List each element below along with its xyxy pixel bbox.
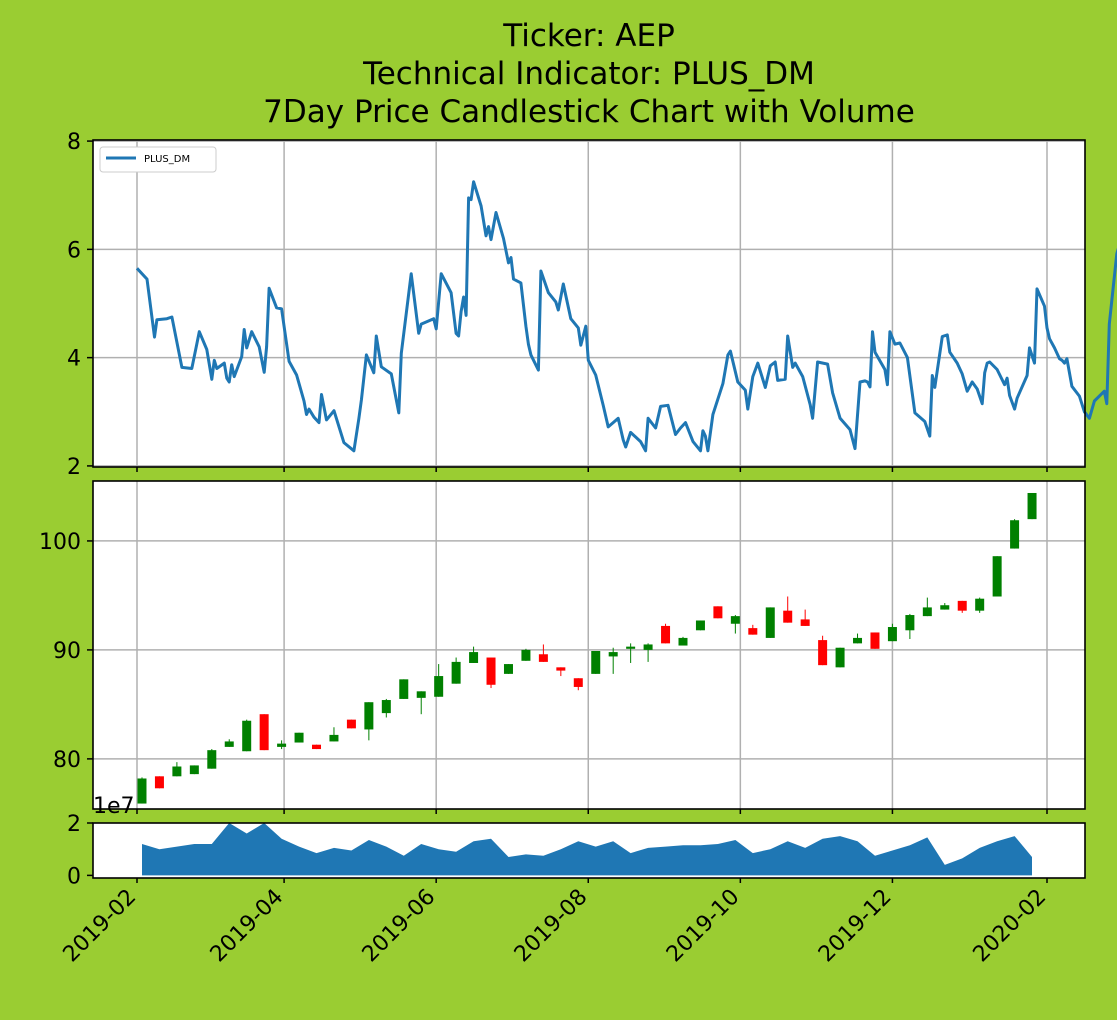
candle-body-27	[608, 652, 618, 657]
candle-body-7	[259, 714, 269, 751]
candle-body-32	[695, 620, 705, 631]
volume-area	[142, 823, 1032, 876]
price-ytick-label-1: 90	[53, 639, 81, 664]
candle-body-43	[887, 627, 897, 642]
candle-body-30	[661, 625, 671, 644]
candle-body-25	[573, 678, 583, 687]
candle-body-34	[730, 616, 740, 624]
candle-body-2	[172, 766, 182, 777]
candle-body-3	[189, 765, 199, 775]
candle-body-17	[434, 676, 444, 697]
candle-body-6	[242, 720, 252, 752]
candle-body-15	[399, 679, 409, 699]
candle-body-14	[381, 700, 391, 714]
candle-body-1	[154, 776, 164, 789]
candle-body-38	[800, 619, 810, 626]
candle-body-46	[940, 605, 950, 610]
candle-body-10	[312, 744, 322, 750]
candle-body-22	[521, 649, 531, 661]
volume-frame	[92, 822, 1086, 879]
candle-body-29	[643, 644, 653, 650]
candle-body-41	[853, 637, 863, 644]
candle-body-48	[975, 598, 985, 611]
candle-body-11	[329, 734, 339, 742]
indicator-ytick-label-1: 4	[67, 347, 81, 372]
volume-ytick-label-1: 2	[67, 812, 81, 837]
candle-body-37	[783, 610, 793, 623]
legend-label: PLUS_DM	[144, 154, 190, 165]
candle-body-44	[905, 615, 915, 631]
plus-dm-line	[135, 180, 1117, 453]
candle-body-35	[748, 628, 758, 635]
candle-body-40	[835, 647, 845, 668]
candle-body-12	[346, 719, 356, 729]
indicator-ytick-label-3: 8	[67, 130, 81, 155]
price-ytick-label-2: 100	[39, 530, 81, 555]
chart-title-line-1: Ticker: AEP	[502, 18, 675, 54]
legend-box	[99, 146, 217, 173]
candle-body-31	[678, 637, 688, 646]
volume-ytick-label-0: 0	[67, 864, 81, 889]
chart-title-line-2: Technical Indicator: PLUS_DM	[362, 56, 815, 92]
candle-body-21	[503, 664, 513, 674]
candle-body-36	[765, 607, 775, 638]
candle-body-13	[364, 702, 374, 730]
candle-body-5	[224, 741, 234, 747]
indicator-ytick-label-0: 2	[67, 455, 81, 480]
candle-body-0	[137, 778, 147, 804]
candle-body-16	[416, 691, 426, 698]
price-panel: 80 90 100	[39, 480, 1086, 814]
candle-body-50	[1010, 520, 1020, 549]
candle-body-18	[451, 661, 461, 684]
candle-body-4	[207, 750, 217, 769]
indicator-frame	[92, 139, 1086, 468]
candle-body-42	[870, 632, 880, 649]
candle-body-19	[469, 652, 479, 663]
volume-panel: 0 2 1e7	[67, 794, 1086, 889]
indicator-panel: 2 4 6 8 PLUS_DM	[67, 130, 1117, 480]
chart-title-line-3: 7Day Price Candlestick Chart with Volume	[263, 94, 915, 130]
price-frame	[92, 480, 1086, 810]
candle-body-47	[957, 600, 967, 611]
candle-body-33	[713, 606, 723, 619]
candle-body-51	[1027, 492, 1037, 520]
candle-body-20	[486, 657, 496, 685]
candle-body-8	[277, 743, 287, 747]
candle-body-39	[818, 640, 828, 666]
candle-body-26	[591, 650, 601, 674]
candle-body-9	[294, 732, 304, 743]
candle-body-28	[626, 646, 636, 649]
candle-body-23	[538, 654, 548, 662]
candle-body-45	[922, 607, 932, 617]
volume-exponent-label: 1e7	[93, 794, 135, 819]
indicator-ytick-label-2: 6	[67, 238, 81, 263]
candle-body-24	[556, 667, 566, 671]
price-ytick-label-0: 80	[53, 748, 81, 773]
candle-body-49	[992, 556, 1002, 597]
